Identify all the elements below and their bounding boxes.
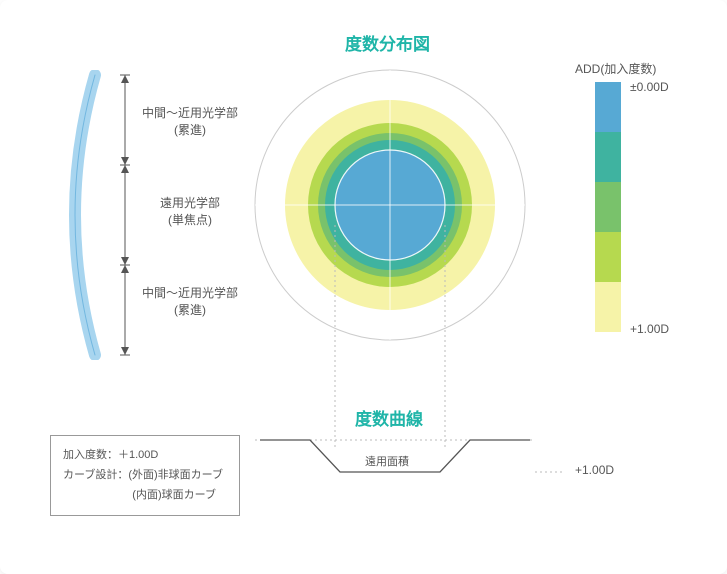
- spec-line1: 加入度数：＋1.00D: [63, 446, 227, 466]
- legend-header: ADD(加入度数): [575, 60, 656, 77]
- title-distribution: 度数分布図: [345, 30, 430, 55]
- legend-bar: [595, 82, 621, 332]
- spec-line3: (内面)球面カーブ: [63, 486, 227, 506]
- region-label-middle: 遠用光学部 (単焦点): [140, 195, 240, 229]
- title-curve: 度数曲線: [355, 405, 423, 430]
- spec-line2-value: ：(外面)非球面カーブ: [117, 469, 223, 481]
- spec-line1-value: ：＋1.00D: [107, 449, 158, 461]
- legend-bottom: +1.00D: [630, 322, 669, 336]
- spec-line2: カーブ設計：(外面)非球面カーブ: [63, 466, 227, 486]
- spec-line1-label: 加入度数: [63, 449, 107, 461]
- region-label-upper: 中間～近用光学部 (累進): [140, 105, 240, 139]
- legend-top: ±0.00D: [630, 80, 669, 94]
- curve-area-label: 遠用面積: [365, 455, 409, 470]
- spec-line3-value: (内面)球面カーブ: [121, 489, 216, 501]
- lens-arc: [50, 70, 110, 360]
- curve-annotation: +1.00D: [575, 463, 614, 477]
- region-label-lower: 中間～近用光学部 (累進): [140, 285, 240, 319]
- spec-box: 加入度数：＋1.00D カーブ設計：(外面)非球面カーブ (内面)球面カーブ: [50, 435, 240, 516]
- spec-line2-label: カーブ設計: [63, 469, 117, 481]
- power-curve: [255, 430, 565, 485]
